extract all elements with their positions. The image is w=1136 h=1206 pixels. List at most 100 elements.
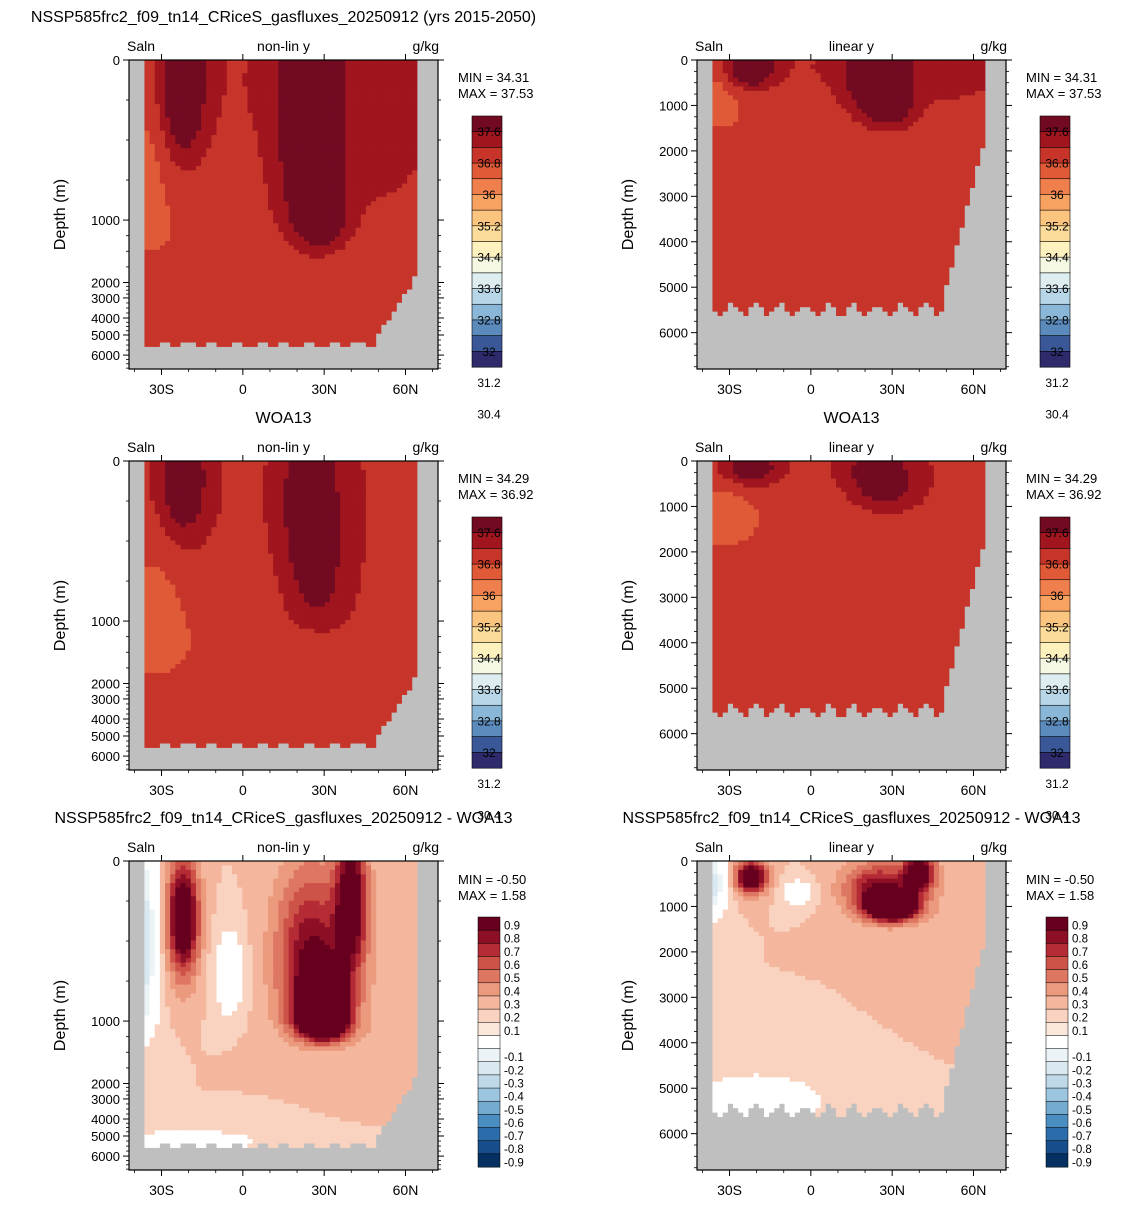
field-cell [361,126,367,131]
field-cell [289,104,295,109]
field-cell [320,290,326,295]
field-cell [273,157,279,162]
field-cell [376,122,382,127]
field-cell [263,272,269,277]
field-cell [129,179,135,184]
field-cell [340,184,346,189]
field-cell [289,139,295,144]
field-cell [175,343,181,348]
field-cell [309,303,315,308]
field-cell [423,316,429,321]
field-cell [366,356,372,361]
field-cell [160,334,166,339]
field-cell [289,78,295,83]
field-cell [247,206,253,211]
field-cell [335,104,341,109]
field-cell [227,131,233,136]
field-cell [181,245,187,250]
field-cell [361,91,367,96]
field-cell [417,351,423,356]
field-cell [371,338,377,343]
field-cell [407,117,413,122]
field-cell [723,312,729,317]
field-cell [165,175,171,180]
field-cell [227,294,233,299]
field-cell [242,267,248,272]
field-cell [412,219,418,224]
field-cell [206,86,212,91]
field-cell [155,223,161,228]
field-cell [325,223,331,228]
field-cell [345,179,351,184]
field-cell [170,104,176,109]
field-cell [165,109,171,114]
field-cell [356,303,362,308]
field-cell [217,276,223,281]
field-cell [387,117,393,122]
field-cell [165,360,171,365]
field-cell [191,237,197,242]
field-cell [242,117,248,122]
field-cell [284,184,290,189]
field-cell [129,298,135,303]
field-cell [407,263,413,268]
field-cell [191,360,197,365]
field-cell [242,91,248,96]
field-cell [268,210,274,215]
field-cell [232,64,238,69]
field-cell [723,347,729,352]
field-cell [222,210,228,215]
field-cell [165,351,171,356]
field-cell [366,162,372,167]
field-cell [227,170,233,175]
field-cell [129,78,135,83]
field-cell [160,122,166,127]
field-cell [718,329,724,334]
field-cell [314,228,320,233]
field-cell [712,232,718,237]
field-cell [144,100,150,105]
field-cell [366,153,372,158]
field-cell [294,95,300,100]
field-cell [397,210,403,215]
field-cell [340,347,346,352]
field-cell [273,184,279,189]
field-cell [150,250,156,255]
field-cell [222,144,228,149]
field-cell [381,329,387,334]
field-cell [299,215,305,220]
field-cell [232,303,238,308]
field-cell [186,298,192,303]
field-cell [361,184,367,189]
field-cell [160,86,166,91]
field-cell [165,197,171,202]
field-cell [371,285,377,290]
field-cell [387,303,393,308]
field-cell [320,215,326,220]
field-cell [227,245,233,250]
field-cell [397,316,403,321]
field-cell [314,356,320,361]
field-cell [697,73,703,78]
field-cell [227,179,233,184]
field-cell [247,100,253,105]
field-cell [402,139,408,144]
field-cell [728,131,734,136]
field-cell [289,290,295,295]
field-cell [309,131,315,136]
field-cell [428,356,434,361]
field-cell [314,64,320,69]
field-cell [160,78,166,83]
field-cell [253,201,259,206]
field-cell [170,250,176,255]
field-cell [387,347,393,352]
field-cell [273,117,279,122]
field-cell [263,250,269,255]
field-cell [227,153,233,158]
field-cell [340,78,346,83]
field-cell [304,347,310,352]
field-cell [325,320,331,325]
field-cell [134,312,140,317]
field-cell [211,259,217,264]
field-cell [387,241,393,246]
